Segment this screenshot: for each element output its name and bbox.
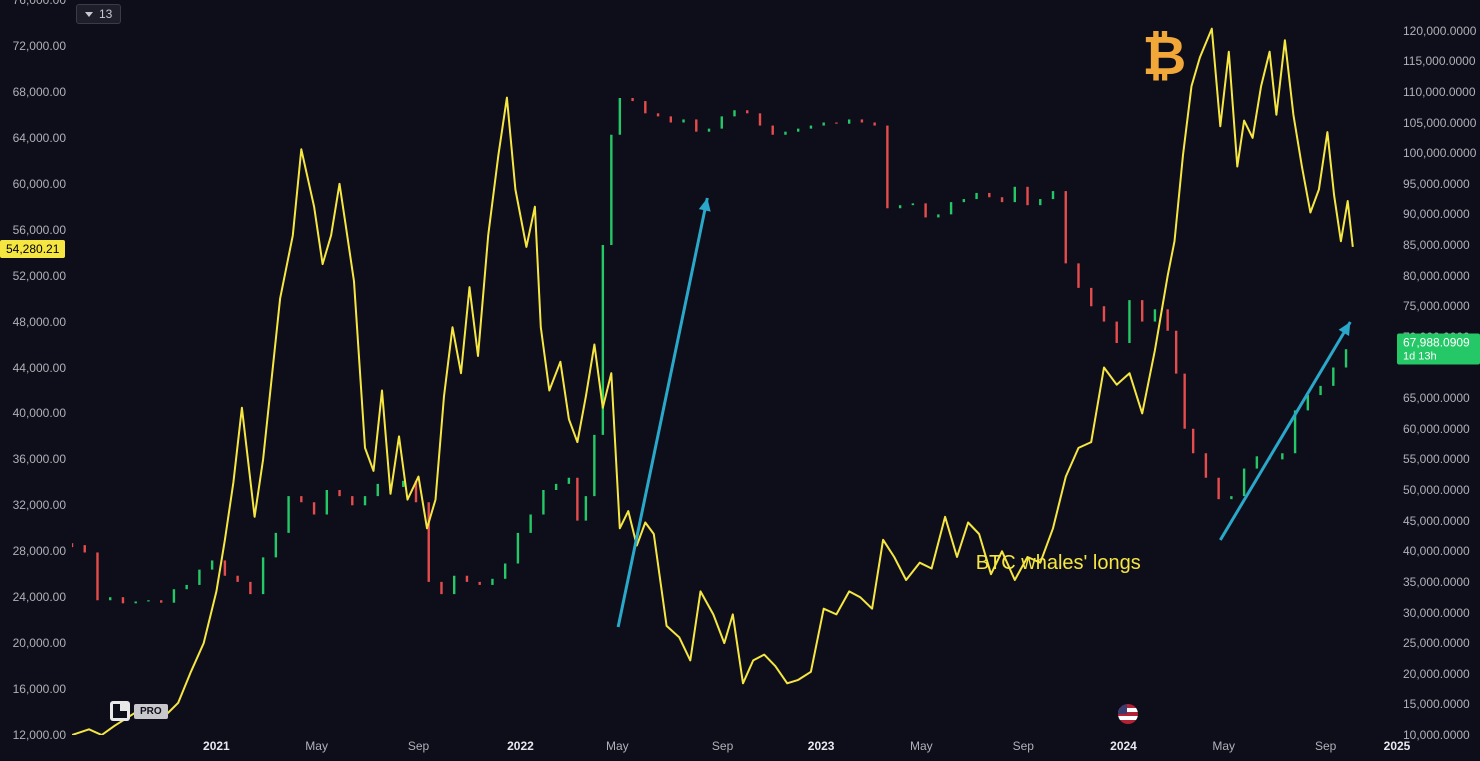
tradingview-watermark: PRO	[110, 701, 168, 721]
left-price-badge: 54,280.21	[0, 240, 65, 258]
left-axis-tick: 40,000.00	[13, 406, 66, 420]
bitcoin-logo-icon: ₿	[1142, 25, 1186, 87]
right-axis-tick: 100,000.0000	[1403, 146, 1476, 160]
right-axis-tick: 75,000.0000	[1403, 299, 1470, 313]
left-axis-tick: 48,000.00	[13, 315, 66, 329]
left-axis-tick: 60,000.00	[13, 177, 66, 191]
plot-area: ₿ BTC whales' longs	[72, 0, 1397, 735]
x-axis-tick: Sep	[1315, 739, 1336, 753]
x-axis-tick: May	[1212, 739, 1235, 753]
left-axis-tick: 68,000.00	[13, 85, 66, 99]
right-price-badge: 67,988.0909 1d 13h	[1397, 334, 1480, 365]
right-axis-tick: 80,000.0000	[1403, 269, 1470, 283]
x-axis-tick: Sep	[712, 739, 733, 753]
tradingview-logo-icon	[110, 701, 130, 721]
x-axis-tick: 2022	[507, 739, 534, 753]
left-axis-tick: 44,000.00	[13, 361, 66, 375]
left-axis-tick: 24,000.00	[13, 590, 66, 604]
left-axis-tick: 56,000.00	[13, 223, 66, 237]
timeframe-value: 13	[99, 7, 112, 21]
left-axis-tick: 36,000.00	[13, 452, 66, 466]
left-axis-tick: 64,000.00	[13, 131, 66, 145]
x-axis-tick: Sep	[1013, 739, 1034, 753]
x-axis-tick: May	[606, 739, 629, 753]
left-axis-tick: 52,000.00	[13, 269, 66, 283]
left-price-value: 54,280.21	[6, 242, 59, 256]
left-axis-tick: 20,000.00	[13, 636, 66, 650]
left-y-axis: 76,000.00 72,000.00 68,000.00 64,000.00 60,0…	[0, 0, 72, 735]
right-axis-tick: 10,000.0000	[1403, 728, 1470, 742]
right-y-axis: 120,000.0000 115,000.0000 110,000.0000 105,…	[1397, 0, 1480, 735]
right-axis-tick: 60,000.0000	[1403, 422, 1470, 436]
x-axis-tick: 2021	[203, 739, 230, 753]
x-axis-tick: May	[305, 739, 328, 753]
left-axis-tick: 76,000.00	[13, 0, 66, 7]
right-axis-tick: 30,000.0000	[1403, 606, 1470, 620]
right-axis-tick: 15,000.0000	[1403, 697, 1470, 711]
right-axis-tick: 95,000.0000	[1403, 177, 1470, 191]
pro-badge: PRO	[134, 704, 168, 719]
us-flag-icon	[1118, 704, 1138, 724]
x-axis: 2021 May Sep 2022 May Sep 2023 May Sep 2024 May Sep…	[72, 735, 1397, 761]
right-axis-tick: 55,000.0000	[1403, 452, 1470, 466]
left-axis-tick: 16,000.00	[13, 682, 66, 696]
right-price-value: 67,988.0909	[1403, 336, 1474, 350]
right-axis-tick: 115,000.0000	[1403, 54, 1476, 68]
x-axis-tick: 2024	[1110, 739, 1137, 753]
right-price-countdown: 1d 13h	[1403, 350, 1474, 363]
x-axis-tick: 2025	[1384, 739, 1411, 753]
right-axis-tick: 65,000.0000	[1403, 391, 1470, 405]
right-axis-tick: 90,000.0000	[1403, 207, 1470, 221]
left-axis-tick: 32,000.00	[13, 498, 66, 512]
timeframe-dropdown[interactable]: 13	[76, 4, 121, 24]
x-axis-tick: Sep	[408, 739, 429, 753]
chevron-down-icon	[85, 12, 93, 17]
right-axis-tick: 105,000.0000	[1403, 116, 1476, 130]
left-axis-tick: 28,000.00	[13, 544, 66, 558]
whales-longs-annotation: BTC whales' longs	[976, 552, 1141, 575]
right-axis-tick: 25,000.0000	[1403, 636, 1470, 650]
right-axis-tick: 50,000.0000	[1403, 483, 1470, 497]
x-axis-tick: 2023	[808, 739, 835, 753]
chart-container: 76,000.00 72,000.00 68,000.00 64,000.00 60,0…	[0, 0, 1480, 761]
left-axis-tick: 12,000.00	[13, 728, 66, 742]
right-axis-tick: 35,000.0000	[1403, 575, 1470, 589]
right-axis-tick: 40,000.0000	[1403, 544, 1470, 558]
right-axis-tick: 85,000.0000	[1403, 238, 1470, 252]
left-axis-tick: 72,000.00	[13, 39, 66, 53]
right-axis-tick: 110,000.0000	[1403, 85, 1476, 99]
right-axis-tick: 120,000.0000	[1403, 24, 1476, 38]
right-axis-tick: 20,000.0000	[1403, 667, 1470, 681]
x-axis-tick: May	[910, 739, 933, 753]
right-axis-tick: 45,000.0000	[1403, 514, 1470, 528]
chart-svg	[72, 0, 1397, 735]
